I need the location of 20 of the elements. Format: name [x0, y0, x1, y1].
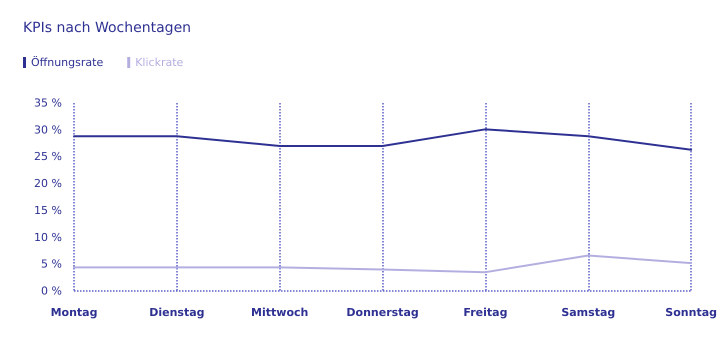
- x-tick-label: Sonntag: [665, 306, 718, 319]
- chart-title: KPIs nach Wochentagen: [23, 20, 192, 36]
- y-tick-label: 30 %: [34, 123, 62, 136]
- line-series: [73, 254, 692, 274]
- y-tick-label: 25 %: [34, 150, 62, 164]
- x-tick-label: Dienstag: [149, 306, 205, 319]
- y-tick-label: 15 %: [34, 204, 62, 217]
- y-tick-label: 10 %: [34, 230, 62, 244]
- x-tick-label: Mittwoch: [251, 306, 308, 319]
- legend-label: Öffnungsrate: [31, 55, 104, 69]
- x-tick-label: Freitag: [463, 306, 508, 319]
- line-series: [73, 128, 692, 151]
- legend-label: Klickrate: [135, 56, 184, 69]
- x-tick-label: Donnerstag: [346, 306, 419, 319]
- x-tick-label: Samstag: [561, 306, 616, 319]
- y-tick-label: 20 %: [34, 177, 62, 190]
- y-tick-label: 0 %: [41, 284, 62, 298]
- y-tick-label: 35 %: [34, 96, 62, 110]
- y-tick-label: 5 %: [41, 258, 62, 271]
- x-tick-label: Montag: [50, 306, 98, 319]
